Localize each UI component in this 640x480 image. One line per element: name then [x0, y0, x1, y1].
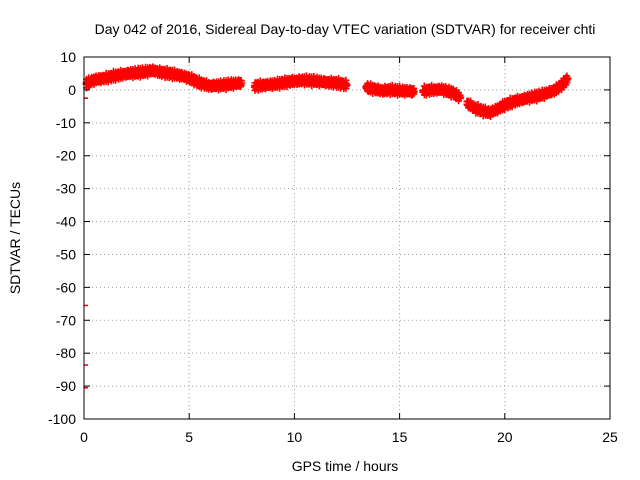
axis-ticks [83, 56, 611, 420]
y-tick-label: -90 [56, 378, 76, 394]
y-tick-label: -10 [56, 115, 76, 131]
plot-frame [83, 56, 611, 420]
y-tick-label: -40 [56, 214, 76, 230]
x-tick-label: 25 [602, 429, 618, 445]
x-axis-label: GPS time / hours [292, 458, 399, 474]
x-tick-label: 0 [80, 429, 88, 445]
data-point [238, 79, 246, 87]
y-tick-label: 10 [60, 49, 76, 65]
y-tick-label: -70 [56, 312, 76, 328]
y-tick-label: -50 [56, 246, 76, 262]
y-tick-label: 0 [68, 82, 76, 98]
chart-title: Day 042 of 2016, Sidereal Day-to-day VTE… [95, 21, 596, 37]
x-tick-label: 10 [287, 429, 303, 445]
y-tick-label: -20 [56, 148, 76, 164]
data-point [564, 74, 572, 82]
grid-lines [84, 57, 610, 419]
y-axis-label: SDTVAR / TECUs [7, 182, 23, 294]
y-tick-label: -60 [56, 279, 76, 295]
x-tick-label: 20 [497, 429, 513, 445]
data-point [410, 88, 418, 96]
y-tick-label: -80 [56, 345, 76, 361]
x-tick-label: 15 [392, 429, 408, 445]
y-tick-label: -30 [56, 181, 76, 197]
data-point [457, 93, 465, 101]
y-tick-label: -100 [48, 411, 76, 427]
data-point [343, 81, 351, 89]
data-markers [82, 63, 572, 389]
x-tick-label: 5 [185, 429, 193, 445]
